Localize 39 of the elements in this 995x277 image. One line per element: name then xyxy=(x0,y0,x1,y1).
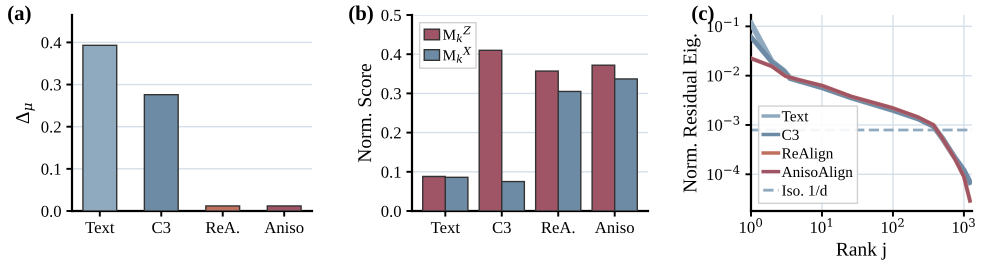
legend-label: Text xyxy=(782,111,808,122)
x-tick-label: Text xyxy=(430,222,460,234)
x-axis-title: Rank j xyxy=(836,242,886,260)
y-tick-label: 0.3 xyxy=(41,79,61,91)
x-tick-label: C3 xyxy=(152,222,170,234)
x-tick-label: 10$^{1}$ xyxy=(811,218,832,234)
y-tick-label: 10$^{−4}$ xyxy=(708,165,740,180)
x-tick-label: Text xyxy=(85,222,114,234)
x-tick-label: Aniso xyxy=(594,222,634,234)
y-tick-label: 0.2 xyxy=(381,127,401,139)
y-axis-title: Norm. Score xyxy=(358,64,372,162)
y-tick-label: 0.0 xyxy=(381,206,401,218)
y-tick-label: 0.2 xyxy=(41,121,61,133)
y-tick-label: 0.0 xyxy=(41,206,61,218)
legend-label: C3 xyxy=(782,130,799,140)
y-tick-label: 0.4 xyxy=(381,48,402,60)
y-axis-title: Norm. Residual Eig. xyxy=(682,34,701,192)
legend-label: ReAlign xyxy=(782,148,834,162)
x-tick-label: ReA. xyxy=(206,222,239,234)
legend-label: Iso. 1/d xyxy=(782,184,828,196)
chart-title: (b) xyxy=(349,6,373,24)
y-tick-label: 10$^{−2}$ xyxy=(708,66,739,82)
y-axis-title: Δ$_{μ}$ xyxy=(16,103,35,124)
x-tick-label: Aniso xyxy=(264,222,304,234)
chart-title: (a) xyxy=(8,6,31,24)
y-tick-label: 0.3 xyxy=(381,88,401,100)
legend-label: M$_{k}$$^{X}$ xyxy=(442,46,472,63)
y-tick-label: 0.5 xyxy=(381,10,401,22)
y-tick-label: 10$^{−3}$ xyxy=(708,116,740,131)
y-tick-label: 0.4 xyxy=(41,37,62,48)
x-tick-label: 10$^{2}$ xyxy=(882,218,904,234)
x-tick-label: 10$^{3}$ xyxy=(952,218,975,234)
legend-label: AnisoAlign xyxy=(782,166,853,180)
x-tick-label: ReA. xyxy=(541,222,574,234)
y-tick-label: 0.1 xyxy=(41,164,61,175)
x-tick-label: C3 xyxy=(492,222,511,234)
y-tick-label: 0.1 xyxy=(381,166,401,178)
legend-label: M$_{k}$$^{Z}$ xyxy=(442,26,471,42)
x-tick-label: 10$^{0}$ xyxy=(740,218,762,234)
